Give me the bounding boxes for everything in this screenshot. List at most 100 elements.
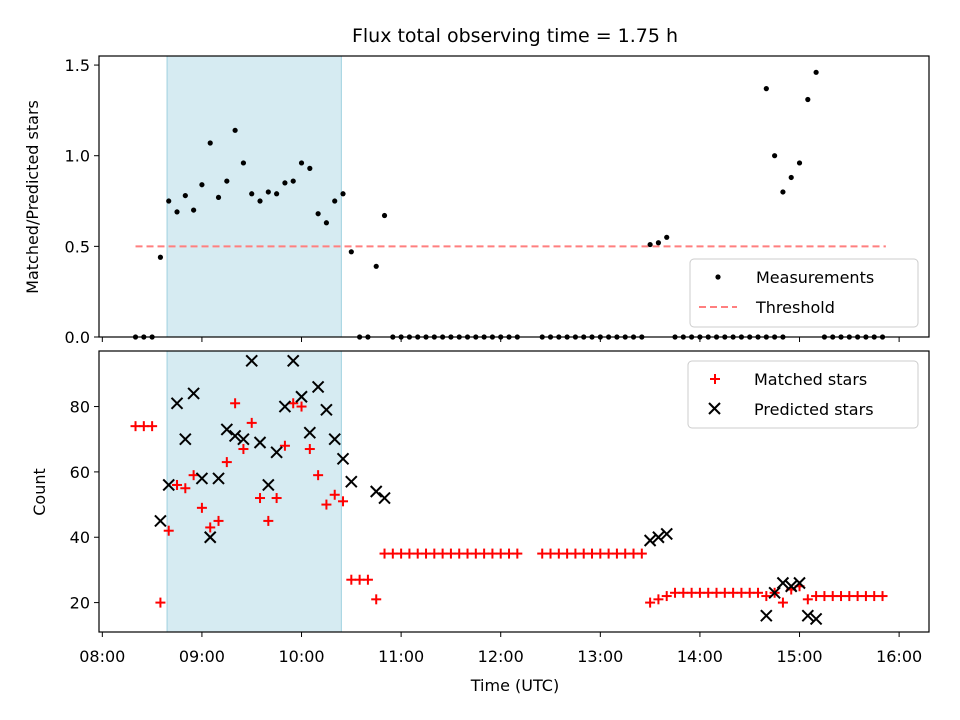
ratio-legend-box bbox=[689, 258, 919, 328]
predicted-stars-point bbox=[303, 426, 317, 439]
ratio-axes-frame bbox=[98, 55, 930, 338]
matched-stars-point bbox=[877, 591, 888, 602]
measurement-point bbox=[240, 160, 247, 166]
x-tick-label: 11:00 bbox=[378, 647, 424, 666]
predicted-stars-point bbox=[162, 478, 175, 492]
measurement-point bbox=[249, 191, 255, 197]
ratio-y-ticks: 0.0 0.5 1.0 1.5 bbox=[65, 56, 99, 347]
count-y-tick-label: 80 bbox=[70, 398, 90, 417]
ratio-y-tick-label: 0.0 bbox=[65, 328, 90, 347]
predicted-stars-point bbox=[179, 433, 192, 446]
measurement-point bbox=[298, 160, 305, 166]
measurement-point bbox=[257, 198, 263, 204]
matched-stars-point bbox=[636, 548, 647, 559]
predicted-stars-point bbox=[195, 472, 209, 485]
matched-stars-point bbox=[288, 398, 299, 409]
matched-stars-point bbox=[155, 597, 166, 608]
predicted-stars-point bbox=[170, 397, 184, 410]
predicted-stars-point bbox=[237, 433, 250, 446]
predicted-stars-point bbox=[154, 514, 167, 528]
measurement-point bbox=[166, 198, 172, 204]
measurement-point bbox=[224, 178, 230, 184]
predicted-stars-point bbox=[253, 436, 267, 449]
measurement-point bbox=[381, 212, 388, 219]
count-y-axis-label: Count bbox=[30, 468, 49, 516]
measurement-point bbox=[307, 165, 313, 171]
matched-stars-point bbox=[205, 522, 216, 533]
measurement-point bbox=[290, 178, 296, 184]
predicted-stars-point bbox=[328, 433, 341, 446]
predicted-stars-point bbox=[801, 609, 815, 622]
ratio-shaded-span bbox=[166, 55, 342, 338]
measurement-point bbox=[772, 153, 778, 159]
predicted-stars-point bbox=[809, 612, 823, 626]
predicted-stars-point bbox=[262, 478, 275, 492]
predicted-stars-point bbox=[652, 531, 665, 544]
ratio-panel: 0.0 0.5 1.0 1.5 Matched/Predicted stars Mea… bbox=[23, 55, 930, 347]
measurement-point bbox=[373, 263, 379, 269]
matched-stars-point bbox=[313, 470, 324, 481]
x-tick-label: 16:00 bbox=[876, 647, 922, 666]
measurement-point bbox=[215, 194, 222, 201]
x-tick-label: 08:00 bbox=[79, 647, 125, 666]
predicted-stars-point bbox=[295, 390, 308, 403]
matched-stars-point bbox=[188, 470, 199, 481]
measurement-point bbox=[655, 240, 662, 246]
matched-stars-point bbox=[645, 597, 656, 608]
matched-stars-point bbox=[279, 440, 290, 451]
measurement-point bbox=[763, 86, 769, 92]
x-tick-label: 10:00 bbox=[278, 647, 324, 666]
matched-stars-point bbox=[512, 548, 523, 559]
predicted-stars-point bbox=[245, 354, 258, 368]
predicted-stars-point bbox=[311, 380, 325, 394]
ratio-y-axis-label: Matched/Predicted stars bbox=[23, 100, 42, 294]
matched-stars-point bbox=[653, 594, 664, 605]
count-axes-frame bbox=[98, 350, 930, 633]
count-legend: Matched stars Predicted stars bbox=[687, 360, 919, 429]
predicted-stars-point bbox=[768, 586, 781, 599]
matched-stars-point bbox=[255, 493, 266, 504]
measurement-point bbox=[274, 191, 280, 197]
legend-matched-marker bbox=[710, 374, 720, 384]
predicted-stars-point bbox=[212, 472, 225, 485]
matched-stars-point bbox=[304, 444, 315, 455]
matched-stars-point bbox=[329, 489, 340, 500]
predicted-stars-point bbox=[228, 429, 242, 443]
matched-stars-point bbox=[196, 502, 207, 513]
measurement-point bbox=[796, 160, 803, 166]
measurement-point bbox=[647, 241, 653, 248]
x-tick-label: 09:00 bbox=[179, 647, 225, 666]
matched-stars-point bbox=[321, 499, 332, 510]
measurement-point bbox=[157, 254, 164, 260]
matched-stars-point bbox=[238, 444, 249, 455]
count-shaded-span bbox=[166, 350, 342, 633]
ratio-x-ticks bbox=[101, 337, 900, 342]
predicted-stars-point bbox=[660, 527, 673, 541]
measurement-point bbox=[265, 189, 271, 195]
predicted-stars-point bbox=[785, 580, 798, 593]
x-axis-label: Time (UTC) bbox=[470, 676, 559, 695]
matched-stars-point bbox=[147, 421, 158, 432]
count-y-ticks: 20 40 60 80 bbox=[70, 398, 99, 613]
predicted-stars-point bbox=[776, 576, 790, 590]
matched-stars-point bbox=[802, 594, 813, 605]
matched-stars-point bbox=[263, 515, 274, 526]
count-y-tick-label: 40 bbox=[70, 528, 90, 547]
matched-stars-point bbox=[661, 591, 672, 602]
predicted-stars-point bbox=[187, 387, 200, 400]
predicted-stars-point bbox=[278, 400, 292, 413]
predicted-stars-point bbox=[370, 485, 383, 498]
predicted-stars-point bbox=[643, 534, 657, 547]
predicted-stars-point bbox=[793, 576, 806, 590]
measurement-point bbox=[788, 174, 794, 181]
matched-stars-point bbox=[230, 398, 241, 409]
chart-title: Flux total observing time = 1.75 h bbox=[352, 25, 678, 47]
ratio-y-tick-label: 1.5 bbox=[65, 56, 90, 75]
count-legend-box bbox=[687, 360, 919, 429]
measurement-point bbox=[813, 69, 819, 75]
measurement-point bbox=[332, 198, 338, 204]
ratio-legend: Measurements Threshold bbox=[689, 258, 919, 328]
predicted-stars-point bbox=[204, 531, 217, 544]
matched-stars-point bbox=[271, 493, 282, 504]
